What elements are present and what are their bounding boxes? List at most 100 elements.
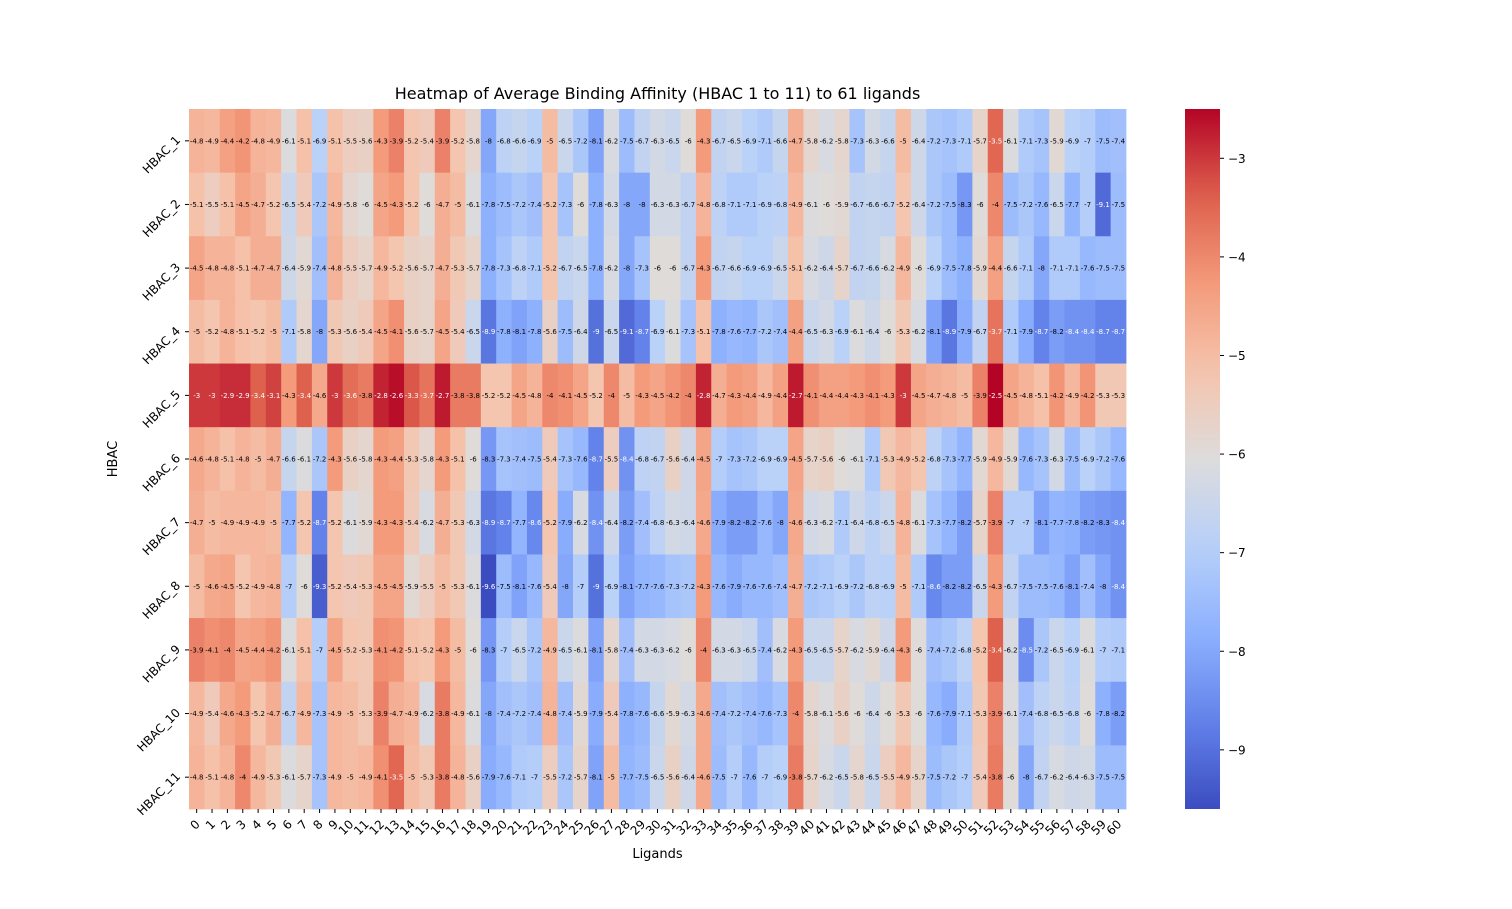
heatmap-cell [557,236,574,301]
cell-value-label: -5.3 [451,583,465,591]
heatmap-cell [741,109,758,174]
heatmap-cell [557,427,574,492]
cell-value-label: -6.1 [850,328,864,336]
heatmap-cell [265,745,282,810]
cell-value-label: -6.9 [758,201,772,209]
heatmap-cell [803,363,820,428]
cell-value-label: -7.8 [528,328,542,336]
cell-value-label: -4.3 [436,646,450,654]
cell-value-label: -7.8 [497,328,511,336]
heatmap-cells [189,109,1127,810]
cell-value-label: -7.8 [482,201,496,209]
heatmap-cell [910,236,927,301]
cell-value-label: -7.5 [927,774,941,782]
cell-value-label: -4.3 [374,137,388,145]
cell-value-label: -7.6 [497,774,511,782]
heatmap-cell [204,618,221,683]
heatmap-cell [603,490,620,555]
heatmap-cell [1064,109,1081,174]
cell-value-label: -5.3 [451,265,465,273]
heatmap-cell [357,745,374,810]
heatmap-cell [419,745,436,810]
heatmap-cell [542,299,559,364]
heatmap-cell [296,236,313,301]
cell-value-label: -5 [439,583,446,591]
heatmap-cell [649,554,666,619]
heatmap-cell [465,745,482,810]
heatmap-cell [772,236,789,301]
cell-value-label: -5 [961,392,968,400]
cell-value-label: -4.3 [727,392,741,400]
heatmap-cell [542,236,559,301]
cell-value-label: -6.3 [651,137,665,145]
cell-value-label: -8 [316,328,323,336]
heatmap-cell [926,299,943,364]
heatmap-cell [419,618,436,683]
cell-value-label: -4.8 [221,328,235,336]
heatmap-cell [772,490,789,555]
heatmap-cell [235,745,251,810]
heatmap-cell [1095,427,1112,492]
cell-value-label: -3.9 [973,392,987,400]
cell-value-label: -8.4 [1111,583,1125,591]
cell-value-label: -7.6 [727,328,741,336]
heatmap-cell [434,427,451,492]
cell-value-label: -4.7 [267,456,281,464]
heatmap-cell [788,490,804,555]
cell-value-label: -7.5 [943,265,957,273]
heatmap-cell [219,109,236,174]
heatmap-cell [849,554,866,619]
cell-value-label: -7 [762,774,769,782]
cell-value-label: -5.2 [543,265,557,273]
heatmap-cell [711,172,728,237]
heatmap-cell [818,299,835,364]
heatmap-cell [327,427,344,492]
heatmap-cell [987,618,1004,683]
heatmap-cell [741,681,758,746]
cell-value-label: -5.3 [359,583,373,591]
heatmap-cell [726,427,743,492]
heatmap-cell [880,427,896,492]
heatmap-cell [603,109,620,174]
cell-value-label: -6 [915,646,923,654]
heatmap-cell [1018,236,1035,301]
heatmap-cell [711,490,728,555]
cell-value-label: -7.6 [1111,456,1125,464]
cell-value-label: -7.5 [1035,583,1049,591]
cell-value-label: -6.5 [866,774,880,782]
heatmap-cell [1064,172,1081,237]
cell-value-label: -7.9 [727,583,741,591]
heatmap-cell [818,236,835,301]
cell-value-label: -8.2 [1111,710,1125,718]
heatmap-cell [649,363,666,428]
cell-value-label: -7.5 [635,774,649,782]
heatmap-cell [373,554,390,619]
cell-value-label: -3.9 [374,710,388,718]
heatmap-cell [450,745,466,810]
cell-value-label: -5.7 [835,646,849,654]
cell-value-label: -5 [347,710,354,718]
heatmap-cell [189,490,205,555]
heatmap-cell [757,490,774,555]
cell-value-label: -4.4 [774,392,788,400]
cell-value-label: -8 [1023,774,1030,782]
cell-value-label: -7.7 [943,519,957,527]
heatmap-cell [265,109,282,174]
heatmap-cell [1079,363,1096,428]
cell-value-label: -5.7 [420,265,434,273]
heatmap-cell [1110,490,1127,555]
heatmap-cell [849,745,866,810]
heatmap-cell [880,681,896,746]
heatmap-cell [219,618,236,683]
cell-value-label: -6.9 [927,265,941,273]
heatmap-cell [1079,427,1096,492]
heatmap-cell [834,299,850,364]
cell-value-label: -8.4 [1081,328,1095,336]
cell-value-label: -6.4 [681,774,695,782]
cell-value-label: -4.5 [651,392,665,400]
heatmap-cell [803,618,820,683]
colorbar-tick-label: −5 [1228,349,1246,363]
heatmap-cell [987,236,1004,301]
heatmap-cell [1064,363,1081,428]
heatmap-cell [834,236,850,301]
